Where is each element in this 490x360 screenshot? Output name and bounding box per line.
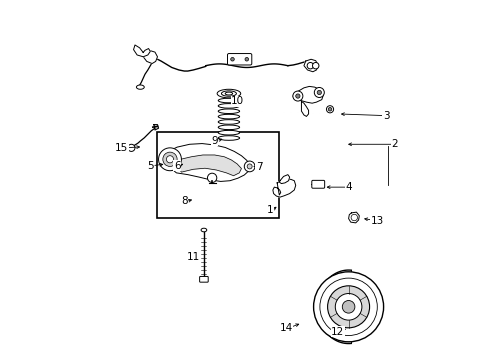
Ellipse shape bbox=[218, 136, 240, 140]
Text: 15: 15 bbox=[115, 143, 128, 153]
Circle shape bbox=[335, 293, 362, 320]
Text: 1: 1 bbox=[267, 205, 273, 215]
Text: 3: 3 bbox=[383, 111, 390, 121]
Polygon shape bbox=[279, 175, 290, 184]
Polygon shape bbox=[293, 86, 323, 103]
Ellipse shape bbox=[136, 85, 144, 89]
Circle shape bbox=[343, 301, 355, 313]
Circle shape bbox=[231, 58, 234, 61]
Polygon shape bbox=[178, 155, 242, 176]
Ellipse shape bbox=[218, 130, 240, 135]
Ellipse shape bbox=[218, 104, 240, 108]
Text: 5: 5 bbox=[147, 161, 154, 171]
Bar bbox=[157, 132, 279, 217]
Circle shape bbox=[296, 94, 300, 98]
Text: 6: 6 bbox=[174, 161, 180, 171]
Text: 14: 14 bbox=[279, 323, 293, 333]
Circle shape bbox=[245, 58, 248, 61]
Circle shape bbox=[247, 164, 252, 169]
Text: 11: 11 bbox=[187, 252, 200, 262]
Polygon shape bbox=[348, 212, 359, 223]
Polygon shape bbox=[301, 102, 309, 116]
Text: 2: 2 bbox=[392, 139, 398, 149]
Circle shape bbox=[320, 278, 377, 336]
Circle shape bbox=[307, 63, 314, 69]
Text: 10: 10 bbox=[231, 96, 245, 107]
FancyBboxPatch shape bbox=[199, 276, 208, 282]
Ellipse shape bbox=[225, 92, 233, 95]
Circle shape bbox=[351, 214, 358, 221]
Ellipse shape bbox=[221, 91, 237, 96]
Polygon shape bbox=[273, 179, 296, 197]
Ellipse shape bbox=[218, 125, 240, 130]
FancyBboxPatch shape bbox=[312, 180, 325, 188]
Text: 12: 12 bbox=[331, 327, 344, 337]
Circle shape bbox=[293, 91, 303, 101]
Text: 4: 4 bbox=[345, 182, 352, 192]
Text: 9: 9 bbox=[211, 136, 218, 146]
Circle shape bbox=[313, 63, 319, 69]
Circle shape bbox=[328, 286, 369, 328]
Circle shape bbox=[326, 106, 334, 113]
Ellipse shape bbox=[201, 228, 207, 232]
Circle shape bbox=[128, 144, 135, 152]
Ellipse shape bbox=[218, 98, 240, 103]
Ellipse shape bbox=[218, 120, 240, 124]
Ellipse shape bbox=[218, 109, 240, 113]
Circle shape bbox=[159, 148, 181, 171]
Circle shape bbox=[314, 87, 324, 98]
Ellipse shape bbox=[218, 114, 240, 119]
Circle shape bbox=[317, 90, 321, 95]
Text: 7: 7 bbox=[256, 162, 263, 172]
Circle shape bbox=[167, 156, 173, 163]
Circle shape bbox=[245, 161, 255, 172]
Polygon shape bbox=[134, 45, 150, 57]
Text: 13: 13 bbox=[370, 216, 384, 226]
Polygon shape bbox=[168, 144, 250, 181]
Circle shape bbox=[163, 152, 177, 166]
Polygon shape bbox=[143, 51, 157, 64]
Text: 8: 8 bbox=[181, 197, 188, 206]
Ellipse shape bbox=[217, 89, 241, 98]
FancyBboxPatch shape bbox=[227, 54, 252, 65]
Circle shape bbox=[314, 272, 384, 342]
Circle shape bbox=[328, 108, 332, 111]
Polygon shape bbox=[304, 59, 318, 72]
Circle shape bbox=[207, 173, 217, 183]
